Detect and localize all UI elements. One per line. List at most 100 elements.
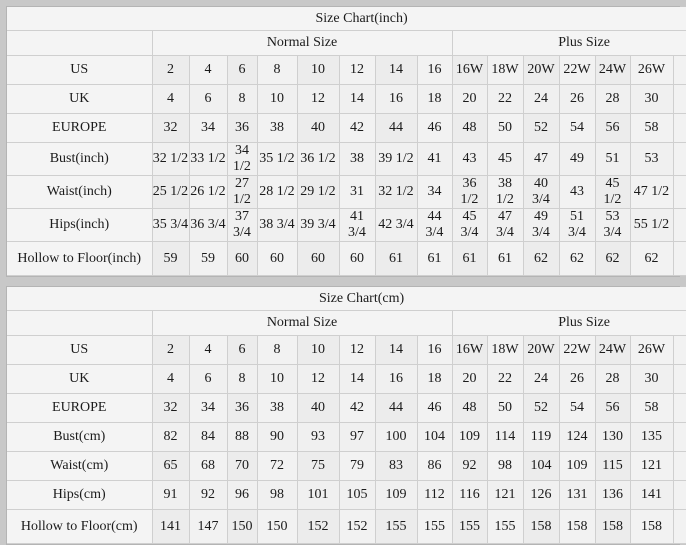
value-cell: 38 3/4 xyxy=(256,208,298,242)
value-cell: 150 xyxy=(226,509,258,544)
trailing-blank-cell xyxy=(672,509,686,544)
value-cell: 10 xyxy=(296,335,340,365)
row-label: Hips(inch) xyxy=(7,208,153,242)
value-cell: 22W xyxy=(558,335,596,365)
value-cell: 98 xyxy=(256,480,298,510)
value-cell: 62 xyxy=(558,241,596,276)
value-cell: 59 xyxy=(188,241,228,276)
value-cell: 35 3/4 xyxy=(151,208,190,242)
trailing-blank-cell xyxy=(672,55,686,85)
value-cell: 105 xyxy=(338,480,376,510)
value-cell: 14 xyxy=(338,84,376,114)
value-cell: 109 xyxy=(374,480,418,510)
value-cell: 2 xyxy=(151,335,190,365)
value-cell: 44 3/4 xyxy=(416,208,453,242)
value-cell: 14 xyxy=(374,335,418,365)
row-label: Hips(cm) xyxy=(7,480,153,510)
value-cell: 32 1/2 xyxy=(151,142,190,176)
value-cell: 114 xyxy=(486,422,524,452)
table-row: Waist(inch) 25 1/2 26 1/2 27 1/2 28 1/2 29 1/… xyxy=(7,175,686,209)
value-cell: 4 xyxy=(151,84,190,114)
value-cell: 61 xyxy=(451,241,488,276)
group-header-row: Normal Size Plus Size xyxy=(7,30,686,56)
value-cell: 44 xyxy=(374,113,418,143)
value-cell: 55 1/2 xyxy=(629,208,674,242)
value-cell: 46 xyxy=(416,393,453,423)
table-row: EUROPE 32 34 36 38 40 42 44 46 48 50 52 54 56 58 xyxy=(7,393,686,423)
value-cell: 6 xyxy=(188,364,228,394)
value-cell: 48 xyxy=(451,113,488,143)
value-cell: 45 xyxy=(486,142,524,176)
value-cell: 60 xyxy=(338,241,376,276)
value-cell: 98 xyxy=(486,451,524,481)
value-cell: 97 xyxy=(338,422,376,452)
value-cell: 45 3/4 xyxy=(451,208,488,242)
value-cell: 40 3/4 xyxy=(522,175,560,209)
trailing-blank-cell xyxy=(672,142,686,176)
value-cell: 38 xyxy=(338,142,376,176)
trailing-blank-cell xyxy=(672,480,686,510)
value-cell: 42 xyxy=(338,393,376,423)
trailing-blank-cell xyxy=(672,393,686,423)
row-label: Hollow to Floor(inch) xyxy=(7,241,153,276)
value-cell: 38 1/2 xyxy=(486,175,524,209)
value-cell: 131 xyxy=(558,480,596,510)
value-cell: 36 1/2 xyxy=(296,142,340,176)
row-label: UK xyxy=(7,84,153,114)
value-cell: 130 xyxy=(594,422,631,452)
value-cell: 16W xyxy=(451,55,488,85)
value-cell: 18W xyxy=(486,55,524,85)
value-cell: 53 3/4 xyxy=(594,208,631,242)
value-cell: 126 xyxy=(522,480,560,510)
value-cell: 39 3/4 xyxy=(296,208,340,242)
value-cell: 46 xyxy=(416,113,453,143)
value-cell: 12 xyxy=(296,84,340,114)
value-cell: 12 xyxy=(338,55,376,85)
value-cell: 119 xyxy=(522,422,560,452)
value-cell: 155 xyxy=(486,509,524,544)
value-cell: 42 xyxy=(338,113,376,143)
value-cell: 38 xyxy=(256,393,298,423)
value-cell: 56 xyxy=(594,113,631,143)
row-label: Waist(inch) xyxy=(7,175,153,209)
value-cell: 28 1/2 xyxy=(256,175,298,209)
value-cell: 50 xyxy=(486,393,524,423)
value-cell: 10 xyxy=(256,364,298,394)
value-cell: 20W xyxy=(522,55,560,85)
value-cell: 60 xyxy=(296,241,340,276)
value-cell: 158 xyxy=(629,509,674,544)
value-cell: 30 xyxy=(629,84,674,114)
chart-title-row: Size Chart(cm) xyxy=(7,287,686,311)
value-cell: 34 xyxy=(188,113,228,143)
value-cell: 50 xyxy=(486,113,524,143)
value-cell: 8 xyxy=(256,335,298,365)
value-cell: 12 xyxy=(296,364,340,394)
value-cell: 51 xyxy=(594,142,631,176)
value-cell: 34 xyxy=(416,175,453,209)
value-cell: 70 xyxy=(226,451,258,481)
value-cell: 61 xyxy=(486,241,524,276)
value-cell: 26W xyxy=(629,55,674,85)
value-cell: 31 xyxy=(338,175,376,209)
value-cell: 60 xyxy=(226,241,258,276)
group-header: Normal Size xyxy=(151,310,453,336)
value-cell: 32 xyxy=(151,393,190,423)
value-cell: 4 xyxy=(188,335,228,365)
corner-cell xyxy=(7,310,153,336)
value-cell: 8 xyxy=(256,55,298,85)
value-cell: 24W xyxy=(594,55,631,85)
row-label: EUROPE xyxy=(7,393,153,423)
value-cell: 16 xyxy=(374,84,418,114)
value-cell: 10 xyxy=(256,84,298,114)
value-cell: 4 xyxy=(188,55,228,85)
value-cell: 158 xyxy=(594,509,631,544)
value-cell: 58 xyxy=(629,393,674,423)
value-cell: 34 1/2 xyxy=(226,142,258,176)
size-table: Size Chart(inch) Normal Size Plus Size US 2 4… xyxy=(7,7,686,276)
row-label: US xyxy=(7,55,153,85)
value-cell: 2 xyxy=(151,55,190,85)
value-cell: 47 3/4 xyxy=(486,208,524,242)
table-row: Bust(cm) 82 84 88 90 93 97 100 104 109 114 119 124 13… xyxy=(7,422,686,452)
value-cell: 20 xyxy=(451,84,488,114)
value-cell: 36 xyxy=(226,393,258,423)
